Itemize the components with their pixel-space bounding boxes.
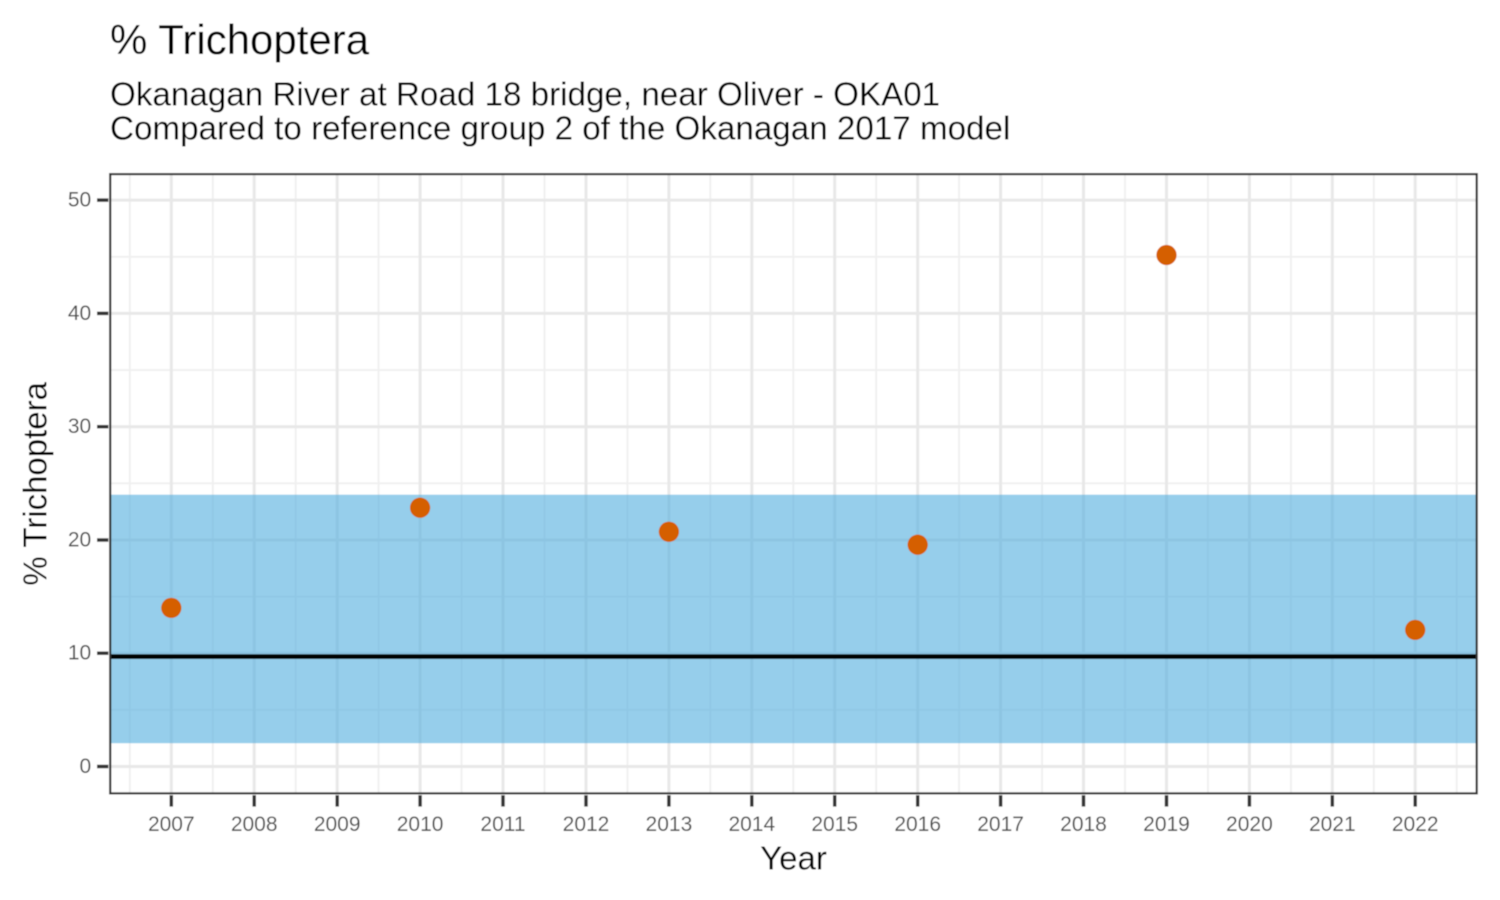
svg-text:% Trichoptera: % Trichoptera bbox=[17, 381, 54, 585]
svg-text:Year: Year bbox=[760, 839, 827, 876]
svg-text:2014: 2014 bbox=[728, 813, 775, 836]
svg-text:2013: 2013 bbox=[646, 813, 693, 836]
svg-text:Compared to reference group 2: Compared to reference group 2 of the Oka… bbox=[110, 110, 1010, 147]
svg-text:2009: 2009 bbox=[314, 813, 361, 836]
svg-text:2018: 2018 bbox=[1060, 813, 1107, 836]
svg-text:40: 40 bbox=[68, 302, 91, 325]
svg-text:2011: 2011 bbox=[480, 813, 525, 836]
svg-text:20: 20 bbox=[68, 529, 91, 552]
svg-text:2015: 2015 bbox=[811, 813, 858, 836]
svg-text:30: 30 bbox=[68, 415, 91, 438]
svg-text:2021: 2021 bbox=[1309, 813, 1356, 836]
svg-text:2019: 2019 bbox=[1143, 813, 1190, 836]
svg-text:10: 10 bbox=[68, 642, 91, 665]
svg-text:50: 50 bbox=[68, 189, 91, 212]
svg-text:2008: 2008 bbox=[231, 813, 278, 836]
svg-text:2007: 2007 bbox=[148, 813, 195, 836]
svg-text:2022: 2022 bbox=[1392, 813, 1439, 836]
svg-text:0: 0 bbox=[80, 755, 92, 778]
svg-text:2017: 2017 bbox=[977, 813, 1024, 836]
svg-text:% Trichoptera: % Trichoptera bbox=[110, 16, 370, 63]
svg-text:2012: 2012 bbox=[563, 813, 610, 836]
svg-text:2020: 2020 bbox=[1226, 813, 1273, 836]
svg-text:2016: 2016 bbox=[894, 813, 941, 836]
svg-text:2010: 2010 bbox=[397, 813, 444, 836]
svg-text:Okanagan River at Road 18 brid: Okanagan River at Road 18 bridge, near O… bbox=[110, 77, 940, 114]
